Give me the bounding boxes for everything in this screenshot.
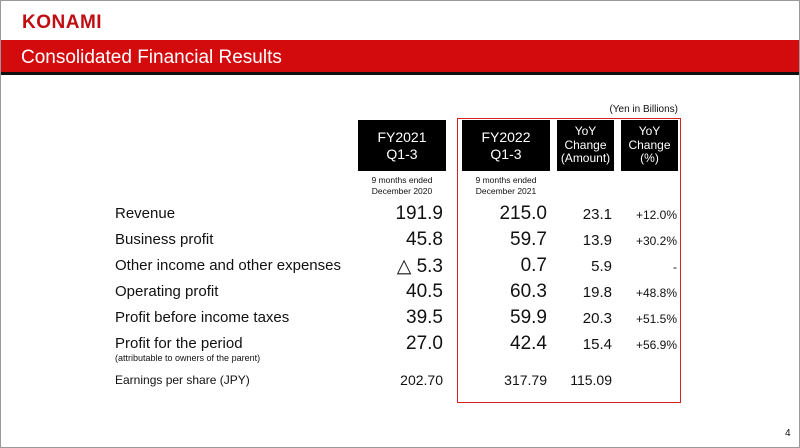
konami-logo: KONAMI: [22, 12, 103, 33]
value-fy2022: 59.9: [510, 307, 547, 328]
period-fy2022: 9 months ended December 2021: [475, 175, 537, 197]
value-fy2022: 59.7: [510, 229, 547, 250]
value-fy2021: 191.9: [395, 203, 443, 224]
value-fy2021: 40.5: [406, 281, 443, 302]
row-label: Profit before income taxes: [115, 309, 290, 326]
value-fy2021: 45.8: [406, 229, 443, 250]
value-yoy-pct: -: [673, 260, 677, 274]
value-fy2022: 215.0: [499, 203, 547, 224]
value-fy2022: 60.3: [510, 281, 547, 302]
value-yoy-pct: +30.2%: [635, 234, 677, 248]
value-yoy-amount: 23.1: [582, 206, 612, 223]
fy2022-highlight-outline: [457, 118, 681, 403]
row-label: Revenue: [115, 205, 176, 222]
header-yoy-amount: YoY Change (Amount): [557, 120, 614, 171]
title-band: Consolidated Financial Results: [1, 40, 799, 75]
header-yoy-pct: YoY Change (%): [621, 120, 678, 171]
value-yoy-amount: 5.9: [591, 258, 612, 275]
value-fy2021: 39.5: [406, 307, 443, 328]
value-fy2022: 0.7: [520, 255, 547, 276]
header-fy2021: FY2021 Q1-3: [358, 120, 446, 171]
period-fy2021: 9 months ended December 2020: [371, 175, 433, 197]
row-label: Business profit: [115, 231, 214, 248]
eps-fy2021: 202.70: [400, 372, 443, 388]
value-yoy-amount: 13.9: [582, 232, 612, 249]
value-yoy-amount: 19.8: [582, 284, 612, 301]
value-yoy-pct: +12.0%: [635, 208, 677, 222]
eps-label: Earnings per share (JPY): [115, 373, 250, 387]
header-fy2022: FY2022 Q1-3: [462, 120, 550, 171]
row-sublabel: (attributable to owners of the parent): [115, 353, 261, 363]
value-fy2022: 42.4: [510, 333, 547, 354]
value-yoy-pct: +48.8%: [635, 286, 677, 300]
page-number: 4: [785, 428, 791, 439]
slide-title: Consolidated Financial Results: [21, 47, 282, 68]
value-yoy-pct: +56.9%: [635, 338, 677, 352]
eps-amount: 115.09: [570, 372, 612, 388]
value-fy2021: 27.0: [406, 333, 443, 354]
row-label: Other income and other expenses: [115, 257, 341, 274]
value-yoy-amount: 20.3: [582, 310, 612, 327]
row-label: Profit for the period: [115, 335, 243, 352]
value-fy2021: △ 5.3: [396, 256, 443, 277]
value-yoy-amount: 15.4: [582, 336, 612, 353]
unit-note: (Yen in Billions): [609, 104, 678, 115]
row-label: Operating profit: [115, 283, 219, 300]
value-yoy-pct: +51.5%: [635, 312, 677, 326]
eps-fy2022: 317.79: [504, 372, 547, 388]
